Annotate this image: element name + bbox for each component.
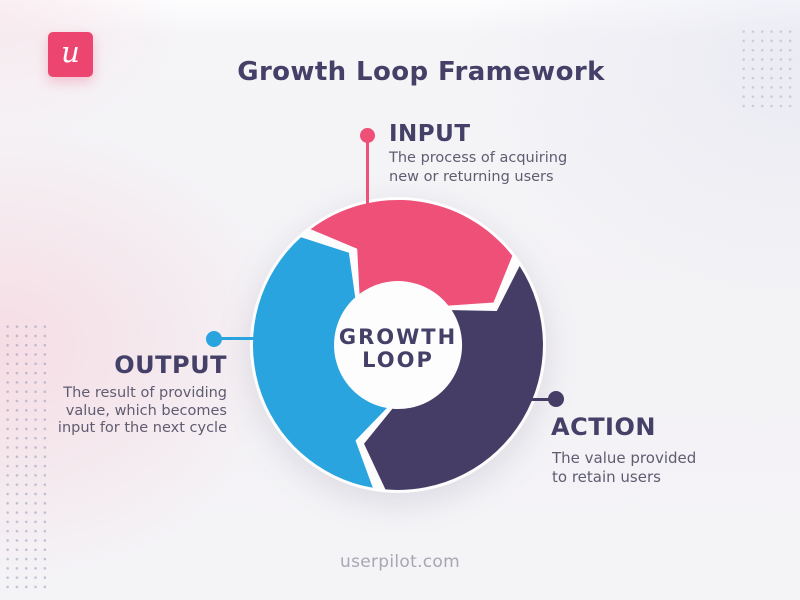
ring-segment-input bbox=[310, 199, 513, 306]
input-connector-dot bbox=[360, 128, 375, 143]
action-connector-dot bbox=[548, 391, 564, 407]
page-title: Growth Loop Framework bbox=[237, 57, 605, 88]
output-label: OUTPUT bbox=[114, 351, 227, 379]
action-label: ACTION bbox=[551, 413, 656, 441]
loop-center-label: GROWTH LOOP bbox=[339, 326, 457, 372]
output-connector-line bbox=[220, 336, 257, 340]
output-connector-dot bbox=[205, 330, 222, 347]
output-description: The result of providing value, which bec… bbox=[57, 385, 227, 436]
loop-center-line2: LOOP bbox=[362, 348, 434, 372]
userpilot-logo: u bbox=[48, 32, 93, 77]
action-connector-line bbox=[528, 397, 554, 401]
userpilot-logo-letter: u bbox=[61, 35, 80, 69]
ring-segment-output bbox=[252, 237, 387, 488]
ring-segment-action bbox=[364, 266, 543, 490]
input-label: INPUT bbox=[389, 121, 471, 147]
loop-center-line1: GROWTH bbox=[338, 325, 458, 349]
dot-pattern-top-right bbox=[739, 27, 796, 113]
input-description: The process of acquiring new or returnin… bbox=[389, 150, 568, 185]
footer-url: userpilot.com bbox=[340, 552, 460, 572]
input-connector-line bbox=[365, 140, 369, 206]
dot-pattern-left bbox=[3, 322, 50, 594]
action-description: The value provided to retain users bbox=[552, 449, 697, 486]
